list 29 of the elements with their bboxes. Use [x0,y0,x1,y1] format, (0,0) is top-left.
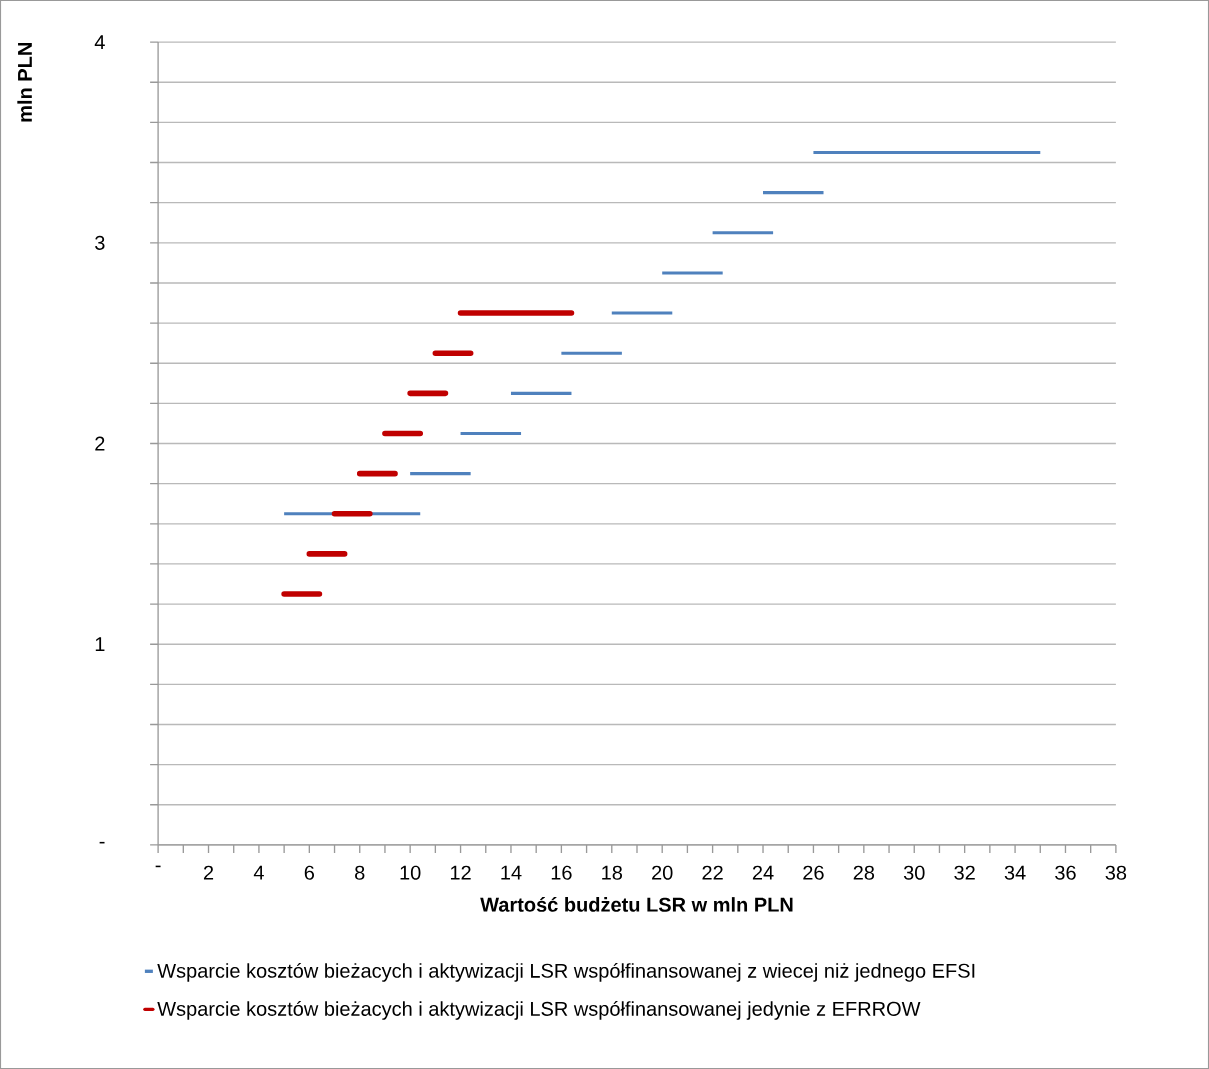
x-tick-label: 30 [903,865,925,880]
x-tick-label: 18 [602,865,623,880]
x-tick-label: 8 [355,865,365,880]
legend-label: Wsparcie kosztów bieżacych i aktywizacji LSR współfinansowanej z wiecej niż jednego EFSI [157,962,975,982]
y-tick-label: 1 [95,637,105,652]
x-tick-label: 28 [853,865,875,880]
x-tick-label: 34 [1004,865,1026,880]
x-tick-label: 16 [551,865,572,880]
y-axis-title: mln PLN [17,43,32,122]
y-tick-label: 2 [95,436,105,451]
x-tick-label: 26 [803,865,824,880]
x-axis-title: Wartość budżetu LSR w mln PLN [480,896,793,912]
y-tick-label: 3 [95,235,105,250]
x-tick-label: 2 [203,865,214,880]
x-tick-label: 6 [304,865,315,880]
y-tick-label: 4 [94,35,105,49]
x-tick-label: 32 [954,865,975,880]
x-tick-label: 12 [450,865,471,880]
x-tick-label: - [155,865,161,868]
x-tick-label: 10 [400,865,421,880]
y-tick-label: - [99,841,105,844]
x-tick-label: 24 [752,865,774,880]
x-tick-label: 22 [702,865,723,880]
x-tick-label: 36 [1055,865,1076,880]
x-tick-label: 20 [652,865,673,880]
legend-label: Wsparcie kosztów bieżacych i aktywizacji LSR współfinansowanej jedynie z EFRROW [157,1000,921,1020]
x-tick-label: 4 [253,865,264,880]
x-tick-label: 14 [501,865,522,880]
x-tick-label: 38 [1105,865,1127,880]
